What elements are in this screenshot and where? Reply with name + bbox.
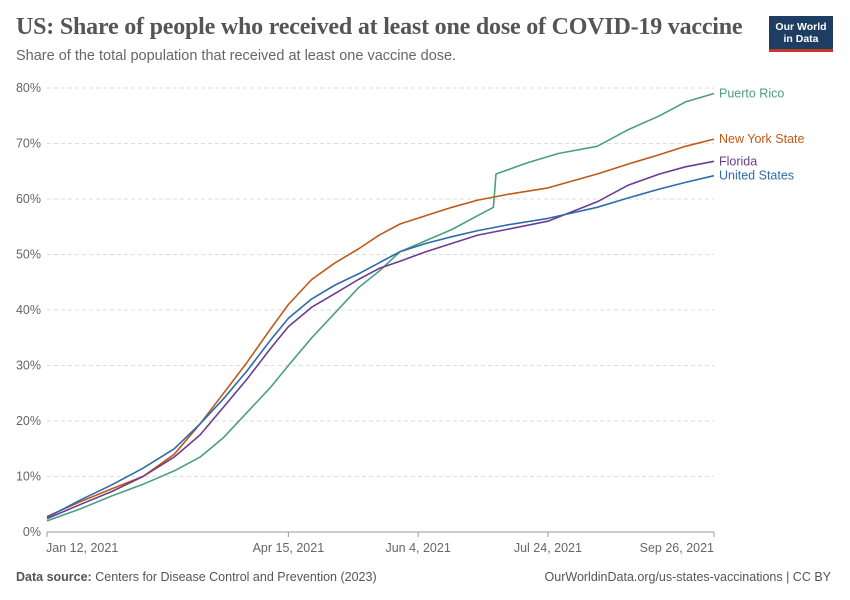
x-tick-label: Jun 4, 2021 [385,541,450,555]
y-tick-label: 10% [16,470,41,484]
x-tick-label: Jul 24, 2021 [514,541,582,555]
y-tick-label: 70% [16,137,41,151]
logo-line-2: in Data [783,33,819,45]
y-tick-label: 60% [16,192,41,206]
series-label: Florida [719,154,757,168]
y-tick-label: 40% [16,303,41,317]
x-tick-label: Apr 15, 2021 [253,541,325,555]
x-tick-label: Jan 12, 2021 [46,541,118,555]
source-text[interactable]: Centers for Disease Control and Preventi… [95,570,377,584]
y-tick-label: 30% [16,359,41,373]
chart-title: US: Share of people who received at leas… [16,14,743,40]
series-label: New York State [719,132,805,146]
owid-logo[interactable]: Our World in Data [769,16,833,52]
logo-line-1: Our World [775,21,827,33]
x-tick-label: Sep 26, 2021 [640,541,714,555]
y-tick-label: 50% [16,248,41,262]
series-line [46,160,715,520]
source-label: Data source: [16,570,92,584]
chart-subtitle: Share of the total population that recei… [16,48,457,64]
series-line [46,92,715,522]
footer-source: Data source: Centers for Disease Control… [16,570,377,584]
series-line [46,138,715,518]
y-tick-label: 0% [23,525,41,539]
series-label: Puerto Rico [719,87,784,101]
y-tick-label: 20% [16,414,41,428]
y-tick-label: 80% [16,81,41,95]
series-label: United States [719,169,794,183]
series-line [46,174,715,519]
footer-link[interactable]: OurWorldinData.org/us-states-vaccination… [544,570,831,584]
